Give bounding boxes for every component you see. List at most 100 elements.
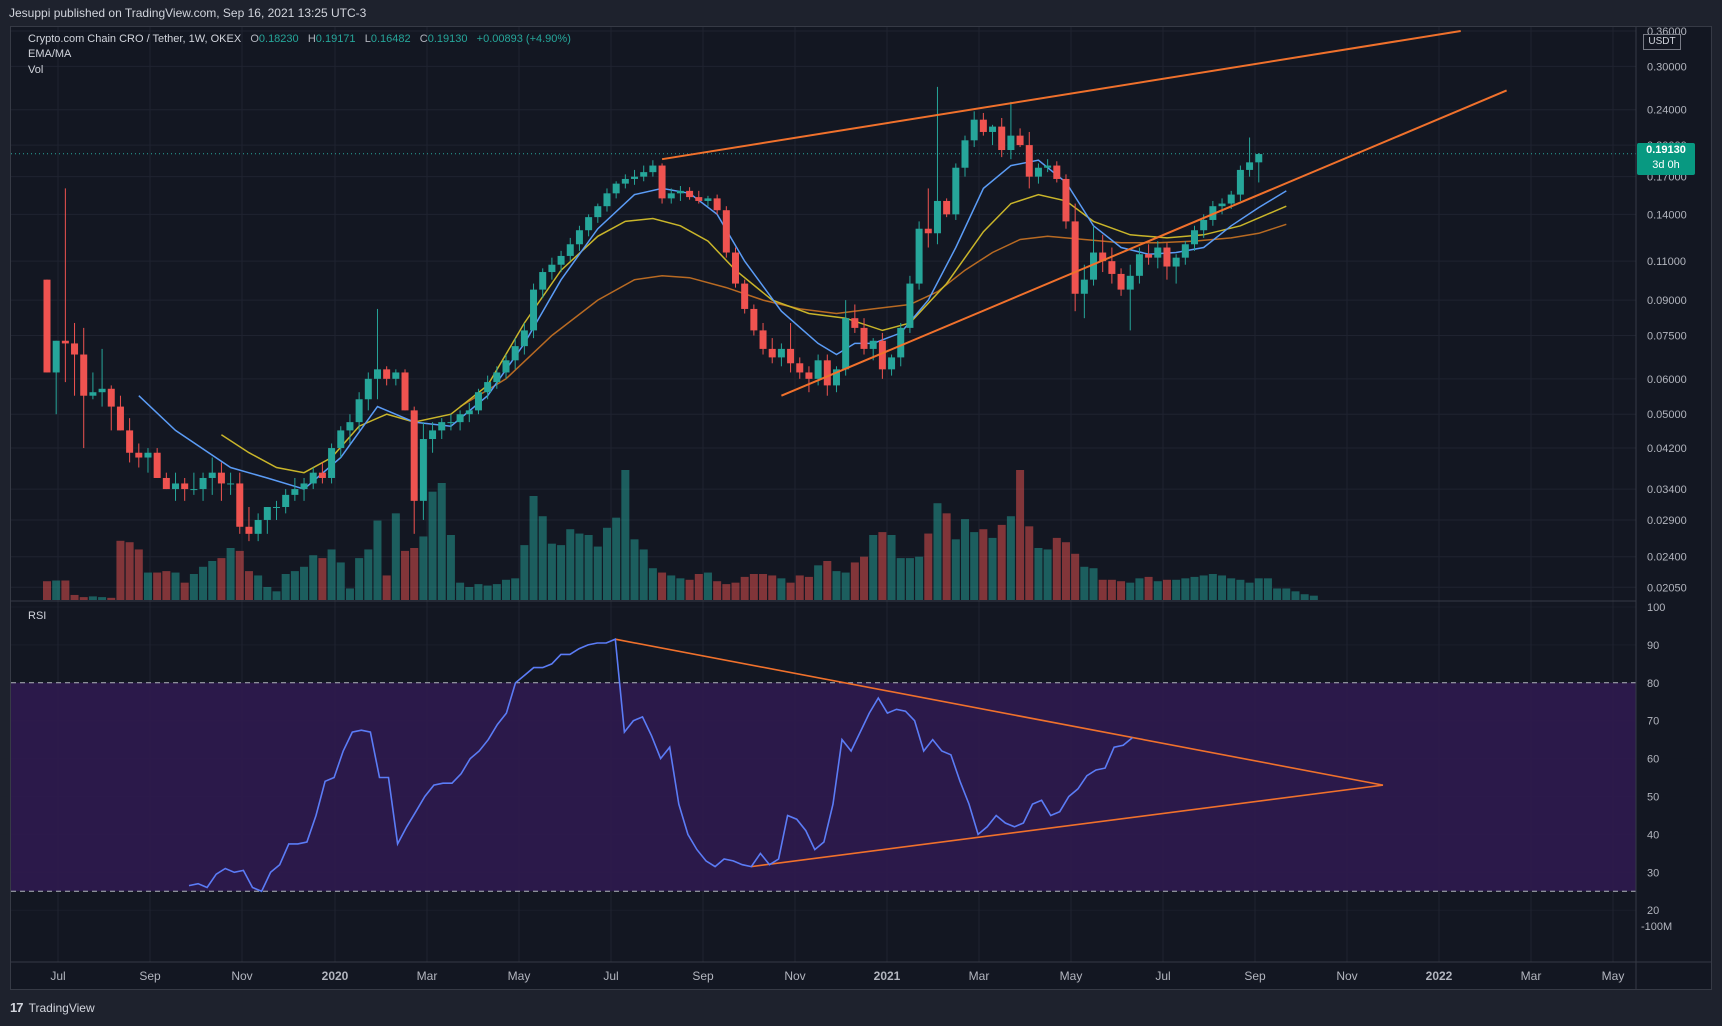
candle-body [805, 372, 813, 379]
volume-bar [1043, 549, 1052, 600]
rsi-upper-trendline [615, 638, 1384, 786]
chart-frame[interactable]: 0.360000.300000.240000.200000.170000.140… [10, 26, 1712, 990]
publisher-header: Jesuppi published on TradingView.com, Se… [0, 0, 1722, 26]
volume-bar [722, 584, 731, 600]
tradingview-logo-icon[interactable]: 17 [10, 1000, 24, 1015]
volume-bar [199, 566, 208, 600]
time-tick-label: Sep [139, 969, 161, 983]
candle-body [337, 430, 345, 449]
volume-bar [915, 556, 924, 600]
symbol-legend: Crypto.com Chain CRO / Tether, 1W, OKEX … [28, 33, 571, 45]
volume-bar [52, 580, 61, 600]
candle-body [1200, 219, 1208, 231]
volume-bar [547, 543, 556, 600]
rsi-tick-label: 100 [1647, 602, 1665, 614]
volume-bar [309, 555, 318, 600]
bar-countdown: 3d 0h [1652, 159, 1680, 171]
price-tick-label: 0.06000 [1647, 374, 1687, 386]
candle-body [309, 472, 317, 484]
candle-body [961, 140, 969, 168]
candle-body [732, 252, 739, 284]
time-tick-label: Nov [784, 969, 805, 983]
volume-bar [878, 532, 887, 600]
candle-body [456, 414, 464, 423]
candle-body [979, 119, 987, 132]
volume-bar [658, 572, 667, 600]
candle-body [631, 176, 639, 179]
volume-bar [465, 587, 474, 600]
time-tick-label: Mar [417, 969, 438, 983]
time-tick-label: May [1060, 969, 1083, 983]
candle-body [126, 430, 134, 453]
chart-canvas[interactable]: 0.360000.300000.240000.200000.170000.140… [11, 27, 1711, 989]
candle-body [1227, 194, 1235, 204]
volume-bar [924, 533, 933, 600]
volume-bar [648, 568, 657, 600]
volume-bar [281, 574, 290, 600]
volume-bar [1218, 575, 1227, 600]
last-price-tag: 0.19130 3d 0h [1637, 143, 1695, 175]
volume-bar [1006, 516, 1015, 600]
volume-bar [1016, 470, 1025, 600]
footer: 17 TradingView [0, 990, 1722, 1026]
candle-body [199, 477, 207, 490]
time-tick-label: Jul [1155, 969, 1170, 983]
volume-bar [630, 539, 639, 600]
candle-body [1053, 165, 1061, 179]
candle-body [658, 165, 666, 199]
candle-body [649, 165, 657, 173]
volume-bar [777, 578, 786, 600]
candle-body [1255, 154, 1263, 163]
volume-bar [1098, 579, 1107, 600]
price-tick-label: 0.09000 [1647, 295, 1687, 307]
indicator-rsi[interactable]: RSI [28, 610, 47, 622]
candle-body [190, 489, 198, 491]
volume-bar [1208, 574, 1217, 600]
candle-body [759, 330, 767, 349]
volume-bar [171, 572, 180, 600]
price-tick-label: 0.14000 [1647, 209, 1687, 221]
candle-body [447, 422, 455, 424]
candle-body [61, 340, 69, 344]
candle-body [621, 178, 629, 184]
time-tick-label: 2022 [1426, 969, 1453, 983]
currency-badge[interactable]: USDT [1643, 34, 1681, 50]
candle-body [1090, 252, 1098, 280]
price-tick-label: 0.07500 [1647, 331, 1687, 343]
volume-bar [511, 578, 520, 600]
volume-bar [850, 562, 859, 600]
time-tick-label: Nov [1336, 969, 1357, 983]
volume-bar [235, 550, 244, 600]
volume-bar [428, 491, 437, 600]
close-value: 0.19130 [427, 33, 468, 45]
candle-body [227, 483, 235, 485]
indicator-ema-ma[interactable]: EMA/MA [28, 48, 72, 60]
last-price: 0.19130 [1646, 144, 1686, 156]
candle-body [603, 193, 611, 207]
candle-body [970, 119, 978, 141]
volume-bar [575, 533, 584, 600]
time-tick-label: Mar [969, 969, 990, 983]
volume-bar [98, 597, 107, 600]
volume-bar [749, 574, 758, 600]
volume-bar [639, 549, 648, 600]
open-key: O [250, 33, 259, 45]
volume-bar [446, 535, 455, 600]
candle-body [153, 452, 161, 478]
high-key: H [307, 33, 316, 45]
candle-body [429, 430, 437, 440]
volume-bar [391, 513, 400, 600]
volume-bar [685, 579, 694, 600]
candle-body [1191, 230, 1198, 245]
time-tick-label: 2020 [322, 969, 349, 983]
volume-bar [189, 574, 198, 600]
candle-body [43, 279, 51, 373]
candle-body [493, 372, 501, 383]
volume-bar [300, 566, 309, 600]
volume-bar [254, 575, 263, 600]
volume-bar [557, 545, 566, 600]
tradingview-brand[interactable]: TradingView [28, 1001, 95, 1015]
volume-bar [134, 549, 143, 600]
indicator-vol[interactable]: Vol [28, 64, 44, 76]
candle-body [52, 340, 60, 373]
